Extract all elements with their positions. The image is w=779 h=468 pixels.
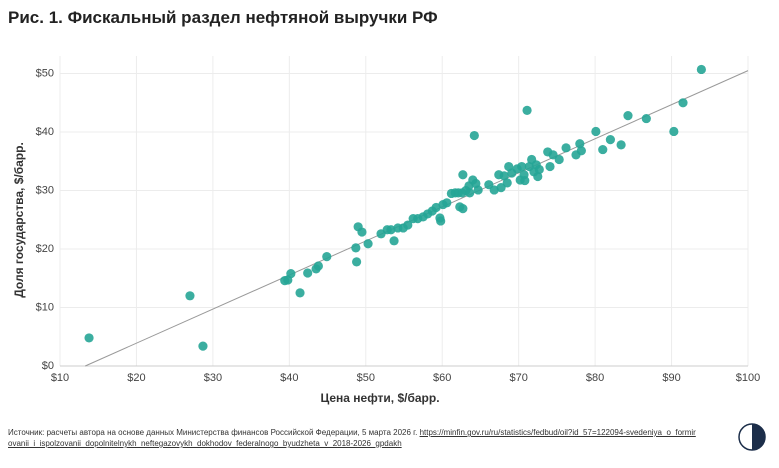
point bbox=[465, 188, 475, 198]
point bbox=[469, 130, 479, 141]
point bbox=[458, 170, 468, 180]
logo bbox=[738, 423, 766, 451]
point bbox=[458, 204, 468, 214]
point bbox=[502, 178, 512, 188]
point bbox=[623, 111, 633, 121]
point bbox=[295, 288, 305, 298]
x-tick-label: $100 bbox=[736, 372, 760, 384]
point bbox=[669, 126, 679, 137]
y-tick-label: $0 bbox=[42, 360, 54, 372]
source-text: Источник: расчеты автора на основе данны… bbox=[8, 428, 418, 437]
point bbox=[363, 239, 373, 249]
point bbox=[696, 64, 706, 75]
x-tick-label: $60 bbox=[433, 372, 451, 384]
y-tick-label: $50 bbox=[36, 67, 54, 79]
point bbox=[591, 126, 601, 137]
point bbox=[352, 257, 362, 267]
point bbox=[517, 161, 527, 172]
point bbox=[678, 98, 688, 108]
y-tick-label: $30 bbox=[36, 184, 54, 196]
point bbox=[576, 146, 586, 156]
y-axis-label: Доля государства, $/барр. bbox=[12, 142, 26, 298]
point bbox=[473, 185, 483, 195]
y-tick-label: $10 bbox=[36, 301, 54, 313]
point bbox=[436, 216, 446, 226]
x-tick-label: $80 bbox=[586, 372, 604, 384]
point bbox=[84, 333, 94, 343]
point bbox=[357, 227, 367, 237]
point bbox=[322, 252, 332, 262]
x-axis-label: Цена нефти, $/барр. bbox=[320, 391, 439, 405]
point bbox=[185, 291, 195, 301]
point bbox=[520, 175, 530, 186]
y-tick-label: $20 bbox=[36, 243, 54, 255]
x-tick-label: $30 bbox=[204, 372, 222, 384]
x-tick-label: $90 bbox=[662, 372, 680, 384]
point bbox=[351, 243, 361, 253]
point bbox=[403, 220, 413, 230]
chart-title: Рис. 1. Фискальный раздел нефтяной выруч… bbox=[8, 8, 438, 27]
point bbox=[303, 268, 313, 278]
point bbox=[386, 225, 396, 235]
x-tick-label: $20 bbox=[127, 372, 145, 384]
point bbox=[522, 105, 532, 115]
x-tick-label: $40 bbox=[280, 372, 298, 384]
point bbox=[605, 135, 616, 145]
x-tick-label: $70 bbox=[509, 372, 527, 384]
point bbox=[313, 261, 323, 271]
point bbox=[198, 341, 208, 351]
source-note: Источник: расчеты автора на основе данны… bbox=[8, 427, 698, 449]
point bbox=[641, 113, 651, 124]
point bbox=[575, 139, 585, 149]
point bbox=[431, 202, 441, 213]
point bbox=[554, 154, 564, 165]
point bbox=[286, 268, 296, 279]
y-tick-label: $40 bbox=[36, 126, 54, 138]
point bbox=[598, 144, 608, 155]
chart: Цена нефти, $/барр. Доля государства, $/… bbox=[12, 56, 760, 405]
point bbox=[389, 236, 399, 246]
point bbox=[533, 171, 543, 182]
point bbox=[442, 198, 452, 208]
point bbox=[499, 171, 509, 181]
point bbox=[534, 164, 544, 175]
point bbox=[545, 161, 555, 172]
point bbox=[616, 140, 626, 150]
source-link[interactable]: https://minfin.gov.ru/ru/statistics/fedb… bbox=[8, 428, 696, 448]
point bbox=[561, 143, 571, 153]
x-tick-label: $50 bbox=[357, 372, 375, 384]
x-tick-label: $10 bbox=[51, 372, 69, 384]
